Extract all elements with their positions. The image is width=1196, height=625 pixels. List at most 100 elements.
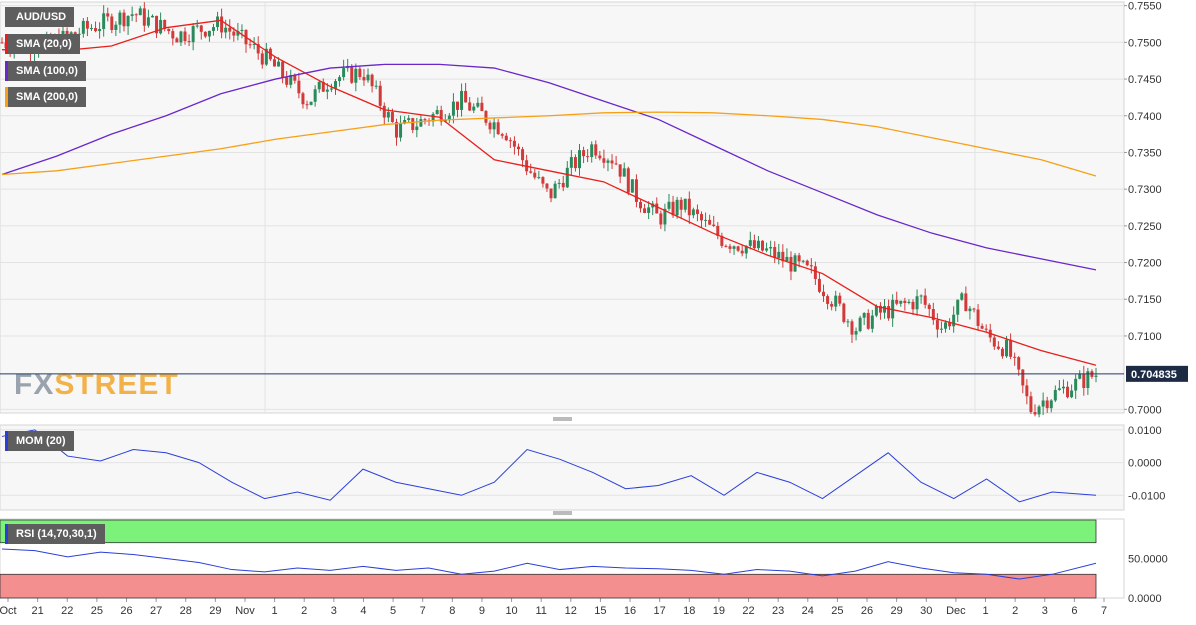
candle-body (691, 209, 695, 216)
mom-marker (5, 431, 8, 451)
candle-body (130, 14, 134, 16)
candle-body (777, 251, 781, 258)
candles (0, 2, 1098, 418)
candle-body (801, 260, 805, 262)
candle-body (220, 16, 224, 33)
candle-body (573, 157, 577, 169)
x-tick-label: 18 (683, 605, 695, 617)
candle-body (744, 245, 748, 254)
x-tick-label: 2 (301, 605, 307, 617)
candle-body (748, 240, 752, 246)
candle-body (582, 150, 586, 157)
sma100-marker (5, 61, 8, 81)
candle-body (785, 256, 789, 262)
x-tick-label: 7 (420, 605, 426, 617)
candle-body (634, 179, 638, 202)
candle-body (191, 26, 195, 43)
rsi-overbought-band (0, 519, 1097, 544)
candle-body (264, 48, 268, 65)
candle-body (211, 27, 215, 31)
candle-body (321, 81, 325, 92)
sma200-line (1, 111, 1097, 177)
x-tick-label: 1 (982, 605, 988, 617)
candle-body (150, 15, 154, 18)
legend-symbol-label: AUD/USD (16, 11, 67, 23)
x-tick-label: 3 (1042, 605, 1048, 617)
candle-body (695, 209, 699, 215)
legend-mom[interactable]: MOM (20) (5, 431, 74, 451)
x-tick-label: 10 (505, 605, 517, 617)
candle-body (504, 135, 508, 141)
candle-body (122, 12, 126, 27)
candle-body (183, 31, 187, 42)
x-tick-label: 16 (624, 605, 636, 617)
candle-body (1045, 400, 1049, 409)
candle-body (968, 308, 972, 312)
candle-body (822, 291, 826, 297)
candle-body (866, 312, 870, 329)
candle-body (586, 156, 590, 158)
candle-body (883, 306, 887, 313)
candle-body (455, 101, 459, 110)
candle-body (423, 119, 427, 121)
candle-body (813, 266, 817, 279)
candle-body (838, 295, 842, 304)
legend-rsi[interactable]: RSI (14,70,30,1) (5, 524, 105, 544)
candle-body (549, 188, 553, 199)
rsi-oversold-band (0, 573, 1097, 599)
x-tick-label: 9 (479, 605, 485, 617)
legend-symbol[interactable]: AUD/USD (5, 7, 75, 27)
candle-body (720, 235, 724, 246)
candle-body (1037, 406, 1041, 415)
candle-body (309, 101, 313, 105)
candle-body (305, 104, 309, 106)
candle-body (126, 15, 130, 27)
candle-body (561, 182, 565, 188)
candle-body (667, 201, 671, 209)
candle-body (403, 120, 407, 124)
candle-body (1033, 412, 1037, 415)
candle-body (736, 246, 740, 251)
candle-body (110, 16, 114, 30)
candle-body (65, 30, 69, 35)
candle-body (858, 317, 862, 332)
candle-body (435, 110, 439, 114)
candle-body (952, 314, 956, 327)
candle-body (329, 88, 333, 90)
x-tick-label: 25 (91, 605, 103, 617)
x-tick-label: 26 (861, 605, 873, 617)
legend-sma200[interactable]: SMA (200,0) (5, 87, 86, 107)
candle-body (781, 251, 785, 262)
candle-body (907, 301, 911, 304)
candle-body (142, 8, 146, 26)
candle-body (626, 168, 630, 193)
candle-body (992, 337, 996, 347)
candle-body (610, 160, 614, 164)
candle-body (439, 110, 443, 122)
y-tick-label: 0.7400 (1128, 111, 1162, 123)
candle-body (761, 240, 765, 251)
candle-body (915, 296, 919, 310)
x-tick-label: 23 (772, 605, 784, 617)
candle-body (248, 44, 252, 46)
candle-body (1074, 378, 1078, 391)
sma200-marker (5, 87, 8, 107)
x-tick-label: Nov (235, 605, 255, 617)
candle-body (700, 214, 704, 221)
candle-body (675, 199, 679, 216)
candle-body (146, 17, 150, 26)
candle-body (854, 331, 858, 335)
candle-body (1005, 339, 1009, 357)
candle-body (1070, 390, 1074, 398)
legend-sma100[interactable]: SMA (100,0) (5, 61, 86, 81)
candle-body (655, 203, 659, 214)
candle-body (476, 102, 480, 107)
legend-sma20[interactable]: SMA (20,0) (5, 34, 80, 54)
candle-body (944, 322, 948, 329)
candle-body (399, 123, 403, 138)
candle-body (545, 183, 549, 189)
candle-body (492, 122, 496, 130)
candle-body (765, 248, 769, 251)
x-tick-label: 11 (535, 605, 546, 617)
candle-body (0, 42, 4, 44)
